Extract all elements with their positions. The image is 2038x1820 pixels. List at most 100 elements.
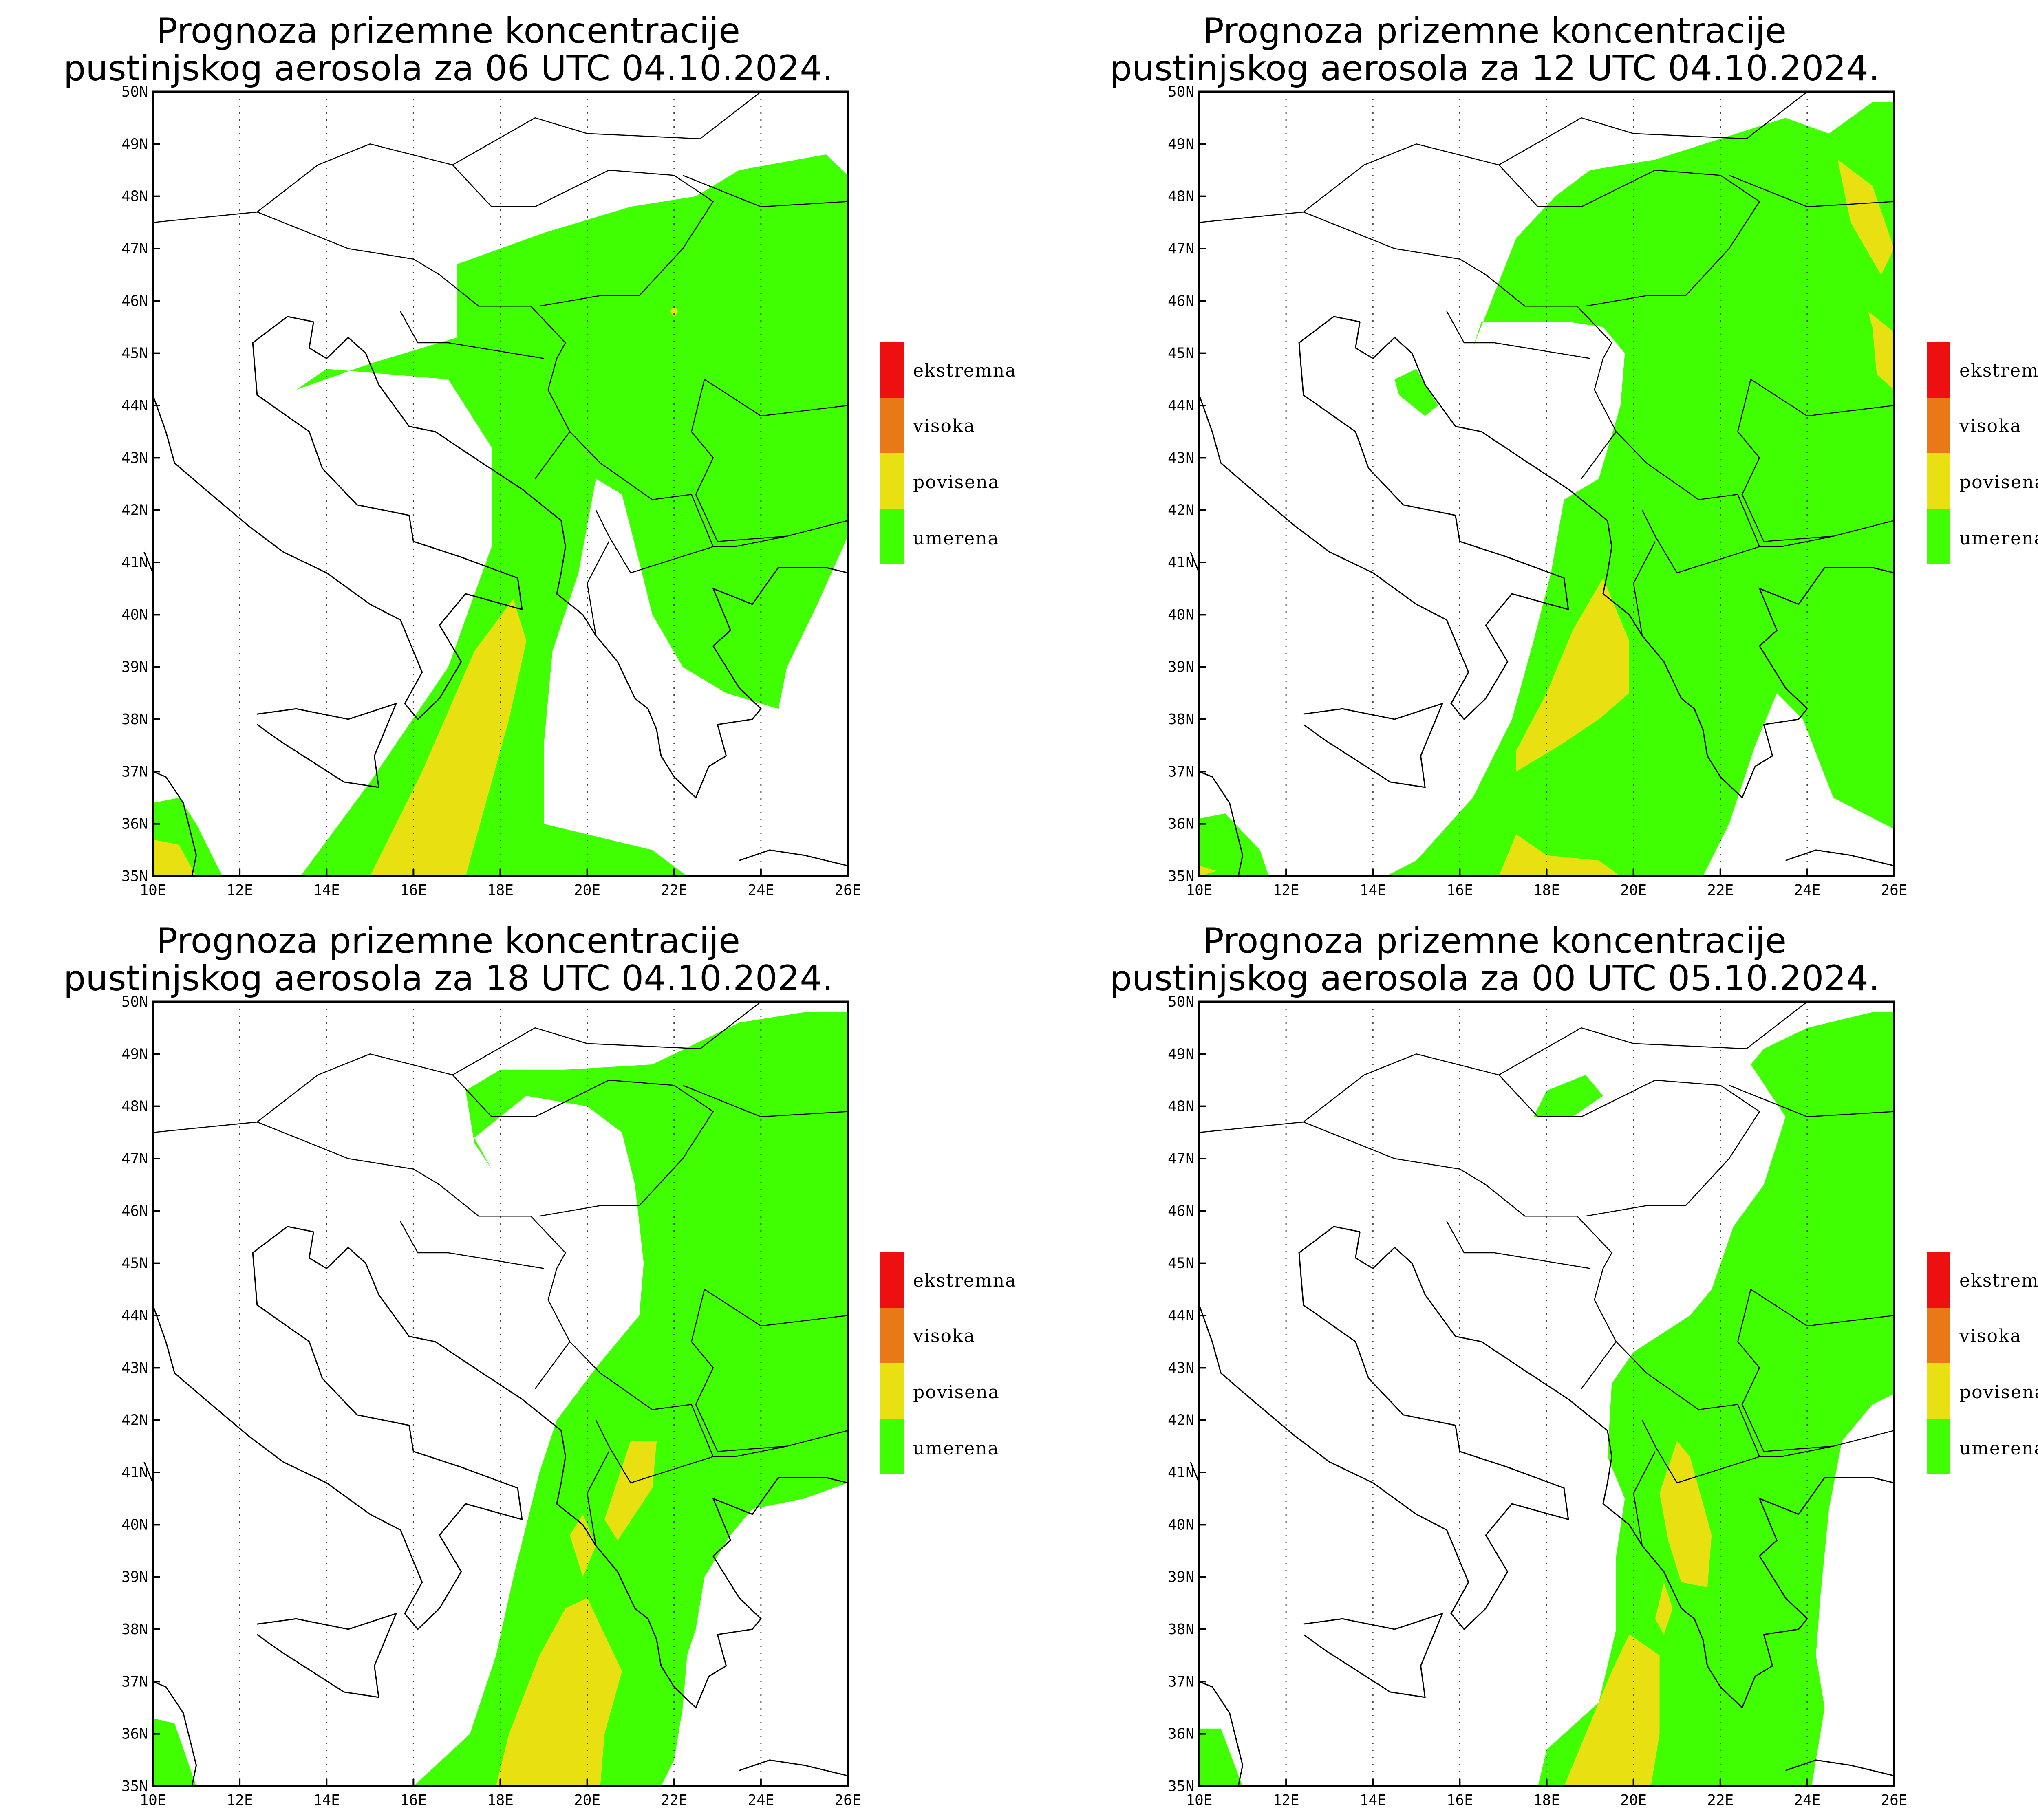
y-tick-label: 45N <box>121 345 148 362</box>
moderate-plume <box>296 154 848 876</box>
x-tick-label: 18E <box>487 1792 514 1809</box>
country-border <box>1729 175 1895 207</box>
y-tick-label: 50N <box>1168 994 1194 1010</box>
y-tick-label: 35N <box>121 1778 148 1795</box>
coastline <box>256 703 397 788</box>
coastlines <box>1190 1001 1895 1787</box>
legend-label-moderate: umerena <box>913 1438 999 1459</box>
y-tick-label: 46N <box>1168 1203 1194 1219</box>
coastline <box>143 551 154 573</box>
legend-label-extreme: ekstremna <box>1959 1270 2038 1291</box>
legend-label-elevated: povisena <box>1959 1382 2038 1403</box>
legend-label-extreme: ekstremna <box>913 1270 1017 1291</box>
country-border <box>704 1289 848 1326</box>
title-line1: Prognoza prizemne koncentracije <box>1202 921 1787 961</box>
title-line1: Prognoza prizemne koncentracije <box>1202 11 1787 51</box>
country-border <box>704 379 848 416</box>
legend-swatch-elevated <box>880 453 904 509</box>
x-tick-label: 22E <box>1707 1792 1734 1809</box>
axes: 10E 12E 14E 16E 18E 20E 22E 24E 26E 35N 36N 37N 38N 3… <box>1168 994 1908 1809</box>
panel-12utc: Prognoza prizemne koncentracije pustinjs… <box>1046 0 2038 910</box>
elevated-plume <box>1659 1441 1712 1588</box>
y-tick-label: 44N <box>121 397 148 414</box>
x-tick-label: 14E <box>313 1792 340 1809</box>
elevated-plume <box>1564 1634 1660 1786</box>
y-tick-label: 37N <box>121 1673 148 1690</box>
coastline <box>1190 1461 1200 1483</box>
panel-00utc: Prognoza prizemne koncentracije pustinjs… <box>1046 910 2038 1820</box>
y-tick-label: 45N <box>121 1255 148 1272</box>
x-tick-label: 14E <box>1360 882 1386 899</box>
coastline <box>595 567 848 799</box>
legend-swatch-elevated <box>1927 1363 1950 1419</box>
x-tick-label: 20E <box>1620 1792 1647 1809</box>
legend-label-elevated: povisena <box>913 1382 1000 1403</box>
coastline <box>256 1613 397 1698</box>
elevated-plume <box>1499 834 1621 876</box>
y-tick-label: 43N <box>1168 1359 1194 1376</box>
legend-swatch-high <box>1927 1308 1950 1363</box>
axes: 10E 12E 14E 16E 18E 20E 22E 24E 26E 35N 36N 37N 38N 3… <box>121 84 861 899</box>
coastline <box>1303 703 1444 788</box>
x-tick-label: 10E <box>1186 1792 1212 1809</box>
x-tick-label: 18E <box>1533 1792 1560 1809</box>
y-tick-label: 44N <box>121 1307 148 1324</box>
legend-swatch-moderate <box>880 1419 904 1474</box>
country-border <box>1633 1451 1656 1546</box>
country-border <box>257 143 714 307</box>
x-tick-label: 18E <box>487 882 514 899</box>
y-tick-label: 43N <box>121 449 148 466</box>
country-border <box>587 1451 610 1546</box>
y-tick-label: 45N <box>1168 345 1194 362</box>
y-tick-label: 48N <box>121 188 148 205</box>
forecast-map: 10E 12E 14E 16E 18E 20E 22E 24E 26E 35N 36N 37N 38N 3… <box>121 84 861 899</box>
legend-swatch-moderate <box>1927 509 1950 564</box>
y-tick-label: 40N <box>121 606 148 623</box>
moderate-plume <box>1538 1012 1894 1786</box>
country-border <box>1759 535 1834 547</box>
coastlines <box>143 91 848 877</box>
coastline <box>1198 1226 1569 1631</box>
coastline <box>1641 1477 1895 1709</box>
country-border <box>1446 1221 1590 1269</box>
x-tick-label: 24E <box>1794 882 1820 899</box>
coastlines <box>143 1001 848 1787</box>
title-line2: pustinjskog aerosola za 12 UTC 04.10.202… <box>1109 48 1880 89</box>
x-tick-label: 20E <box>574 1792 600 1809</box>
y-tick-label: 48N <box>121 1098 148 1115</box>
forecast-map: 10E 12E 14E 16E 18E 20E 22E 24E 26E 35N 36N 37N 38N 3… <box>121 994 861 1809</box>
country-border <box>1729 1085 1895 1117</box>
moderate-plume <box>1199 1728 1243 1786</box>
legend-swatch-extreme <box>880 1252 904 1308</box>
y-tick-label: 42N <box>1168 1412 1194 1429</box>
x-tick-label: 22E <box>1707 882 1734 899</box>
country-border <box>713 535 787 547</box>
legend-swatch-elevated <box>1927 453 1950 509</box>
aerosol-plumes <box>153 154 848 876</box>
y-tick-label: 37N <box>1168 1673 1194 1690</box>
x-tick-label: 22E <box>661 1792 687 1809</box>
title-line1: Prognoza prizemne koncentracije <box>156 921 741 961</box>
y-tick-label: 35N <box>121 868 148 885</box>
y-tick-label: 36N <box>121 1726 148 1743</box>
country-border <box>1633 541 1656 636</box>
y-tick-label: 39N <box>121 659 148 676</box>
y-tick-label: 41N <box>1168 1464 1194 1481</box>
coastline <box>308 322 597 636</box>
coastlines <box>1190 91 1895 877</box>
y-tick-label: 46N <box>121 293 148 309</box>
x-tick-label: 12E <box>1273 1792 1299 1809</box>
x-tick-label: 26E <box>834 1792 861 1809</box>
y-tick-label: 38N <box>1168 1621 1194 1638</box>
moderate-plume <box>413 1012 848 1786</box>
country-border <box>569 1341 714 1484</box>
country-border <box>1759 1445 1834 1457</box>
moderate-plume <box>1386 102 1894 877</box>
legend-swatch-extreme <box>1927 1252 1950 1308</box>
legend-label-extreme: ekstremna <box>1959 360 2038 381</box>
coastline <box>152 316 523 721</box>
aerosol-plumes <box>153 1012 848 1786</box>
coastline <box>1199 771 1244 877</box>
y-tick-label: 41N <box>121 1464 148 1481</box>
x-tick-label: 12E <box>227 1792 253 1809</box>
